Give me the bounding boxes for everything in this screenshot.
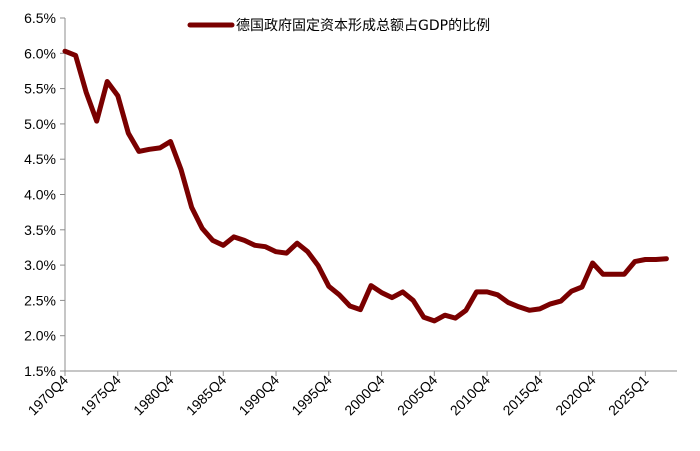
series-line <box>65 51 666 321</box>
y-tick-label: 6.5% <box>24 10 56 26</box>
x-tick-label: 2015Q4 <box>499 372 546 419</box>
x-tick-label: 2025Q1 <box>605 372 652 419</box>
legend: 德国政府固定资本形成总额占GDP的比例 <box>190 18 490 34</box>
series-lines <box>65 51 666 321</box>
x-tick-label: 2010Q4 <box>447 372 494 419</box>
x-tick-label: 2000Q4 <box>341 372 388 419</box>
legend-label: 德国政府固定资本形成总额占GDP的比例 <box>236 18 490 34</box>
x-tick-label: 1980Q4 <box>130 372 177 419</box>
y-tick-label: 5.5% <box>24 81 56 97</box>
x-tick-label: 1985Q4 <box>183 372 230 419</box>
x-axis: 1970Q4 1975Q4 1980Q4 1985Q4 1990Q4 1995Q4 2000… <box>25 371 677 418</box>
y-tick-label: 5.0% <box>24 116 56 132</box>
y-axis: 1.5% 2.0% 2.5% 3.0% 3.5% 4.0% 4.5% 5.0% 5.5% 6.0%… <box>24 10 65 379</box>
x-tick-label: 2020Q4 <box>552 372 599 419</box>
x-tick-label: 1990Q4 <box>236 372 283 419</box>
y-tick-label: 3.5% <box>24 222 56 238</box>
x-tick-label: 2005Q4 <box>394 372 441 419</box>
y-tick-label: 4.5% <box>24 151 56 167</box>
y-tick-label: 4.0% <box>24 187 56 203</box>
y-tick-label: 2.5% <box>24 292 56 308</box>
y-tick-label: 3.0% <box>24 257 56 273</box>
x-tick-label: 1975Q4 <box>77 372 124 419</box>
x-tick-label: 1995Q4 <box>288 372 335 419</box>
y-tick-label: 6.0% <box>24 45 56 61</box>
y-tick-label: 2.0% <box>24 328 56 344</box>
y-tick-label: 1.5% <box>24 363 56 379</box>
